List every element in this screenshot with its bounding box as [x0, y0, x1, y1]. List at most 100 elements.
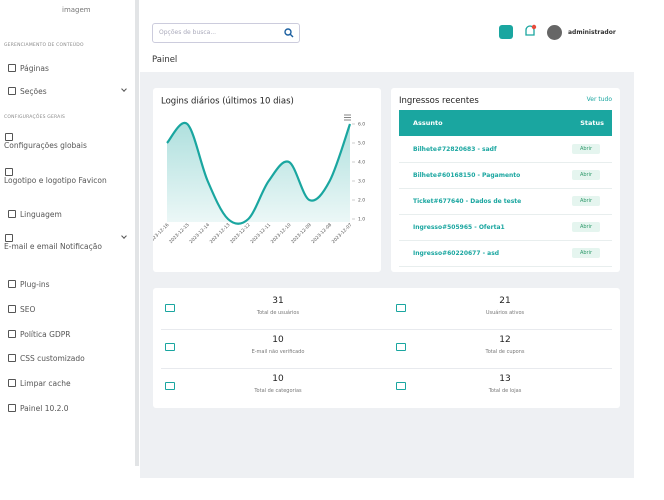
stat-value: 12 [499, 335, 511, 345]
x-tick-label: 2023-12-09 [290, 222, 313, 245]
chart-title: Logins diários (últimos 10 dias) [161, 97, 294, 107]
tickets-card: Ingressos recentes Ver tudo Assunto Stat… [391, 88, 620, 272]
stat-icon [396, 343, 406, 351]
y-tick-label: 6.0 [358, 122, 365, 128]
line [166, 121, 352, 225]
logo: imagem [62, 6, 91, 14]
chart-card: Logins diários (últimos 10 dias) 1.0 2.0 3… [148, 88, 381, 272]
search-placeholder: Opções de busca... [159, 29, 217, 36]
user-name[interactable]: administrador [568, 29, 616, 36]
menu-item[interactable]: Limpar cache [20, 379, 71, 388]
column-header: Assunto [413, 119, 443, 127]
menu-icon [5, 168, 13, 176]
stat-label: Total de cupons [485, 349, 525, 355]
status-badge: Abrir [572, 144, 600, 154]
ticket-subject[interactable]: Ingresso#505965 - Oferta1 [413, 224, 505, 231]
x-tick-label: 2023-12-14 [188, 222, 211, 245]
scrollbar[interactable] [135, 0, 139, 466]
see-all-link[interactable]: Ver tudo [586, 96, 612, 103]
ticket-subject[interactable]: Ticket#677640 - Dados de teste [413, 198, 522, 205]
menu-icon [8, 64, 16, 72]
menu-item[interactable]: Logotipo e logotipo Favicon [4, 176, 107, 185]
x-tick-label: 2023-12-13 [209, 222, 232, 245]
y-tick-label: 2.0 [358, 198, 365, 204]
y-tick-label: 3.0 [358, 179, 365, 185]
y-tick-label: 1.0 [358, 217, 365, 223]
stat-icon [396, 382, 406, 390]
stat-value: 21 [499, 296, 511, 306]
menu-item[interactable]: Configurações globais [4, 141, 87, 150]
stat-label: Total de usuários [256, 310, 300, 316]
menu-icon [5, 234, 13, 242]
ticket-row[interactable]: Ticket#677640 - Dados de teste Abrir [399, 188, 612, 215]
ticket-subject[interactable]: Ingresso#60220677 - asd [413, 250, 500, 257]
menu-icon [8, 379, 16, 387]
menu-item[interactable]: E-mail e email Notificação [4, 242, 102, 251]
page-title: Painel [152, 55, 178, 65]
column-header: Status [580, 119, 604, 127]
x-tick-label: 2023-12-08 [310, 222, 333, 245]
menu-icon [8, 210, 16, 218]
divider [161, 368, 612, 369]
status-badge: Abrir [572, 170, 600, 180]
ticket-subject[interactable]: Bilhete#60168150 - Pagamento [413, 172, 521, 179]
search-icon [284, 28, 294, 38]
status-badge: Abrir [572, 248, 600, 258]
menu-item[interactable]: CSS customizado [20, 354, 85, 363]
menu-item[interactable]: Política GDPR [20, 330, 71, 339]
ticket-row[interactable]: Bilhete#60168150 - Pagamento Abrir [399, 162, 612, 189]
x-tick-label: 2023-12-10 [270, 222, 293, 245]
stat-label: Total de lojas [488, 388, 522, 394]
menu-item[interactable]: Linguagem [20, 210, 62, 219]
group-label: CONFIGURAÇÕES GERAIS [4, 115, 66, 120]
stat-value: 10 [272, 374, 284, 384]
menu-icon[interactable] [344, 114, 351, 121]
menu-icon [5, 133, 13, 141]
menu-item[interactable]: SEO [20, 305, 36, 314]
stat-icon [396, 304, 406, 312]
menu-icon [8, 280, 16, 288]
tickets-title: Ingressos recentes [399, 96, 479, 106]
stat-value: 10 [272, 335, 284, 345]
menu-item[interactable]: Plug-ins [20, 280, 50, 289]
stat-label: Total de categorias [254, 388, 302, 394]
search-box[interactable]: Opções de busca... [152, 23, 300, 43]
y-tick-label: 4.0 [358, 160, 365, 166]
chart: Logins diários (últimos 10 dias) 1.0 2.0 3… [148, 97, 366, 245]
menu-icon [8, 404, 16, 412]
table-header: Assunto Status [399, 110, 612, 136]
globe-button[interactable] [499, 25, 513, 39]
menu-icon [8, 354, 16, 362]
ticket-row[interactable]: Ingresso#505965 - Oferta1 Abrir [399, 214, 612, 241]
stat-value: 13 [499, 374, 511, 384]
bell-icon[interactable] [523, 24, 537, 40]
menu-item[interactable]: Painel 10.2.0 [20, 404, 69, 413]
menu-item[interactable]: Páginas [20, 64, 49, 73]
ticket-row[interactable]: Bilhete#72820683 - sadf Abrir [399, 136, 612, 163]
group-label: GERENCIAMENTO DE CONTEÚDO [4, 43, 84, 48]
stats-card: 31 Total de usuários 21 Usuários ativos 10 E-… [153, 288, 620, 408]
avatar[interactable] [547, 25, 562, 40]
stat-icon [165, 382, 175, 390]
chevron [121, 233, 127, 239]
area [167, 122, 350, 224]
stat-value: 31 [272, 296, 284, 306]
stat-icon [165, 304, 175, 312]
divider [161, 329, 612, 330]
x-tick-label: 2023-12-11 [249, 222, 272, 245]
x-tick-label: 2023-12-12 [229, 222, 252, 245]
menu-item[interactable]: Seções [20, 87, 47, 96]
x-tick-label: 2023-12-07 [331, 222, 354, 245]
ticket-row[interactable]: Ingresso#60220677 - asd Abrir [399, 240, 612, 267]
menu-icon [8, 330, 16, 338]
menu-icon [8, 87, 16, 95]
x-tick-label: 2023-12-15 [168, 222, 191, 245]
stat-icon [165, 343, 175, 351]
ticket-subject[interactable]: Bilhete#72820683 - sadf [413, 146, 497, 153]
menu-icon [8, 305, 16, 313]
stat-label: E-mail não verificado [251, 349, 305, 355]
status-badge: Abrir [572, 196, 600, 206]
stat-label: Usuários ativos [485, 310, 525, 316]
y-tick-label: 5.0 [358, 141, 365, 147]
